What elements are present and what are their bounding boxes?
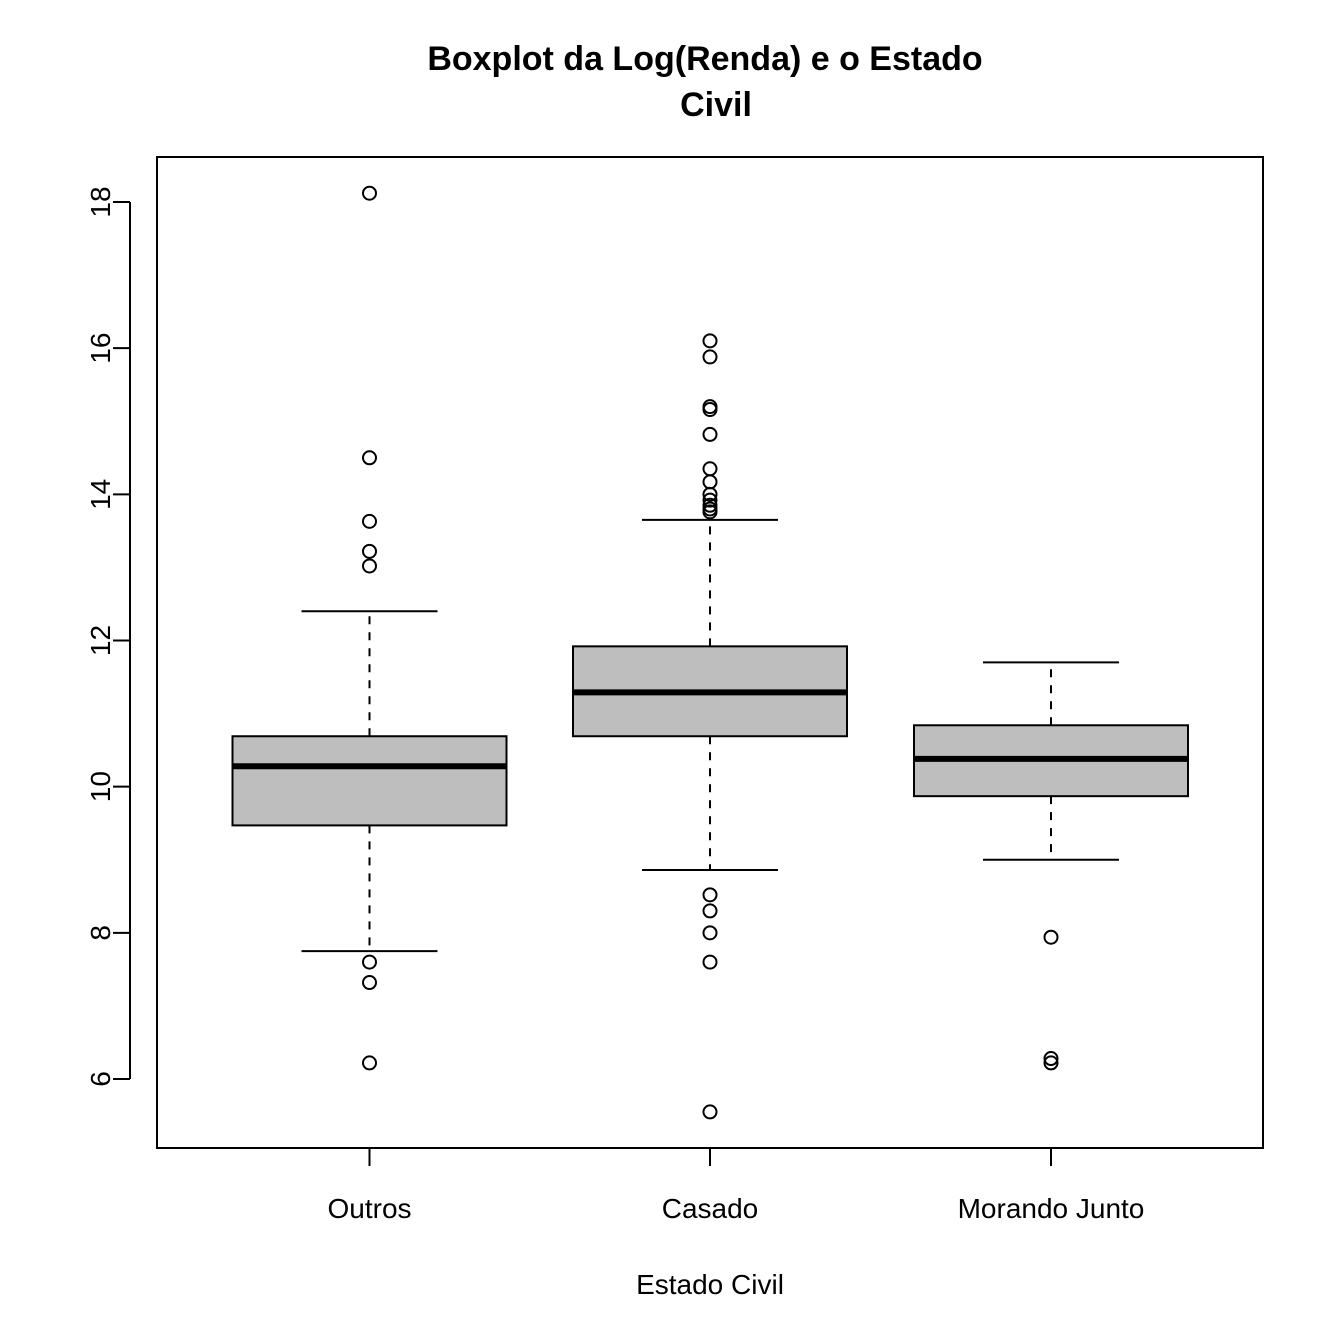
- outlier-point: [702, 954, 718, 970]
- outlier-point: [362, 954, 377, 970]
- outlier-point: [702, 486, 718, 502]
- outlier-point: [362, 513, 377, 529]
- outlier-point: [1043, 1055, 1059, 1071]
- outlier-point: [702, 426, 718, 442]
- outlier-point: [702, 492, 718, 508]
- y-tick-label: 6: [85, 1071, 116, 1087]
- box-group: [913, 661, 1189, 1071]
- outlier-point: [702, 887, 718, 903]
- y-tick-label: 12: [85, 625, 116, 656]
- outlier-point: [702, 333, 718, 349]
- outlier-point: [362, 543, 377, 559]
- outlier-point: [702, 402, 718, 418]
- outlier-point: [702, 461, 718, 477]
- x-axis-label: Estado Civil: [636, 1269, 784, 1300]
- outlier-point: [362, 450, 377, 466]
- outlier-point: [702, 1104, 718, 1120]
- outlier-point: [702, 504, 718, 520]
- y-axis: 6 8 10 12 14 16 18: [85, 186, 131, 1087]
- iqr-box: [231, 735, 508, 827]
- outlier-point: [362, 1055, 377, 1071]
- y-tick-label: 8: [85, 925, 116, 941]
- y-tick-label: 14: [85, 479, 116, 510]
- outlier-point: [702, 925, 718, 941]
- outlier-point: [702, 349, 718, 365]
- x-tick-label: Casado: [662, 1193, 759, 1224]
- boxes-layer: [231, 185, 1189, 1120]
- outlier-point: [702, 903, 718, 919]
- outlier-point: [362, 558, 377, 574]
- outlier-point: [362, 975, 377, 991]
- outlier-point: [362, 185, 377, 201]
- outlier-point: [1043, 1051, 1059, 1067]
- y-tick-label: 10: [85, 771, 116, 802]
- y-tick-label: 18: [85, 186, 116, 217]
- x-tick-label: Outros: [327, 1193, 411, 1224]
- y-tick-label: 16: [85, 333, 116, 364]
- x-axis: Outros Casado Morando Junto: [327, 1148, 1144, 1224]
- chart-title-line-2: Civil: [680, 86, 752, 124]
- outlier-point: [702, 474, 718, 490]
- outlier-point: [1043, 929, 1059, 945]
- box-group: [231, 185, 508, 1071]
- x-tick-label: Morando Junto: [958, 1193, 1145, 1224]
- box-group: [572, 333, 848, 1120]
- chart-title-line-1: Boxplot da Log(Renda) e o Estado: [427, 40, 982, 78]
